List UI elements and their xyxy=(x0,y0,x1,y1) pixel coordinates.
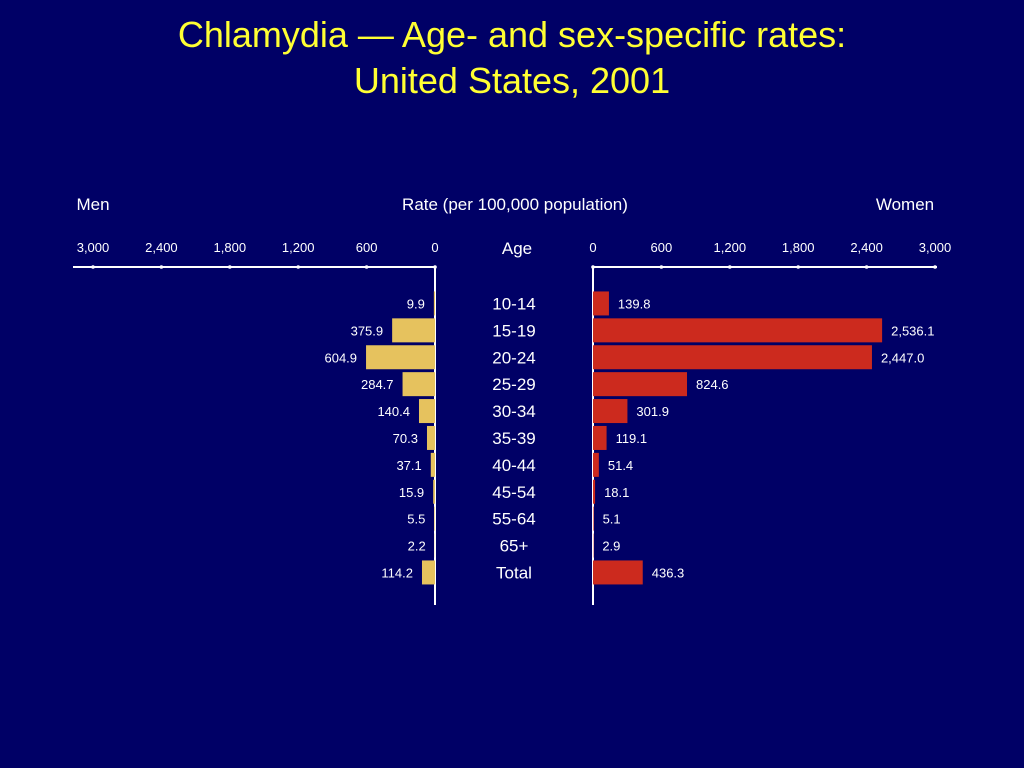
men-bar xyxy=(366,345,435,370)
men-bar xyxy=(421,560,435,585)
men-bar xyxy=(402,372,435,397)
women-value-label: 2.9 xyxy=(602,539,620,554)
men-value-label: 140.4 xyxy=(377,404,410,419)
age-label: 55-64 xyxy=(492,510,535,529)
age-label: 20-24 xyxy=(492,348,535,367)
age-label: 40-44 xyxy=(492,456,535,475)
men-value-label: 37.1 xyxy=(396,458,421,473)
men-bar xyxy=(430,452,435,477)
age-label: 10-14 xyxy=(492,294,535,313)
men-value-label: 5.5 xyxy=(407,512,425,527)
men-value-label: 284.7 xyxy=(361,377,394,392)
right-tick-mark xyxy=(796,265,800,269)
women-value-label: 139.8 xyxy=(618,296,651,311)
men-bar xyxy=(418,399,435,424)
men-value-label: 375.9 xyxy=(351,323,384,338)
left-tick-mark xyxy=(433,265,437,269)
age-label: 65+ xyxy=(500,537,529,556)
left-tick-mark xyxy=(91,265,95,269)
men-label: Men xyxy=(76,195,109,214)
right-tick-mark xyxy=(933,265,937,269)
women-value-label: 5.1 xyxy=(603,512,621,527)
men-value-label: 604.9 xyxy=(324,350,357,365)
left-tick-label: 2,400 xyxy=(145,240,178,255)
rate-axis-label: Rate (per 100,000 population) xyxy=(402,195,628,214)
women-value-label: 824.6 xyxy=(696,377,729,392)
men-value-label: 9.9 xyxy=(407,296,425,311)
left-tick-label: 1,200 xyxy=(282,240,315,255)
left-tick-mark xyxy=(159,265,164,269)
men-value-label: 114.2 xyxy=(381,565,413,580)
right-tick-label: 1,200 xyxy=(714,240,747,255)
women-value-label: 18.1 xyxy=(604,485,629,500)
right-tick-label: 2,400 xyxy=(850,240,883,255)
left-tick-label: 1,800 xyxy=(214,240,247,255)
right-tick-label: 0 xyxy=(589,240,596,255)
women-bar xyxy=(593,372,688,397)
women-bar xyxy=(593,291,609,316)
age-label: 45-54 xyxy=(492,483,535,502)
age-label: 30-34 xyxy=(492,402,535,421)
chart-title: Chlamydia — Age- and sex-specific rates:… xyxy=(0,12,1024,104)
men-value-label: 70.3 xyxy=(393,431,418,446)
women-value-label: 301.9 xyxy=(636,404,669,419)
women-bar xyxy=(593,425,607,450)
title-line-2: United States, 2001 xyxy=(353,60,671,101)
men-bar xyxy=(434,506,435,531)
age-label: 15-19 xyxy=(492,321,535,340)
right-tick-mark xyxy=(728,265,732,269)
women-bar xyxy=(593,318,883,343)
women-value-label: 2,536.1 xyxy=(891,323,934,338)
age-label: 25-29 xyxy=(492,375,535,394)
right-tick-mark xyxy=(659,265,664,269)
right-tick-label: 1,800 xyxy=(782,240,815,255)
men-bar xyxy=(433,291,435,316)
left-tick-label: 3,000 xyxy=(77,240,110,255)
age-label: 35-39 xyxy=(492,429,535,448)
women-bar xyxy=(593,345,872,370)
right-tick-mark xyxy=(591,265,595,269)
women-bar xyxy=(593,452,599,477)
age-label: Total xyxy=(496,563,532,582)
left-tick-label: 0 xyxy=(431,240,438,255)
women-value-label: 51.4 xyxy=(608,458,633,473)
right-tick-label: 600 xyxy=(651,240,673,255)
men-bar xyxy=(433,479,435,504)
left-tick-mark xyxy=(296,265,301,269)
women-bar xyxy=(593,399,628,424)
men-value-label: 2.2 xyxy=(408,539,426,554)
women-value-label: 119.1 xyxy=(616,431,648,446)
women-bar xyxy=(593,560,643,585)
left-tick-mark xyxy=(228,265,232,269)
women-value-label: 2,447.0 xyxy=(881,350,924,365)
right-tick-mark xyxy=(864,265,869,269)
men-bar xyxy=(392,318,435,343)
left-tick-label: 600 xyxy=(356,240,378,255)
left-tick-mark xyxy=(364,265,369,269)
women-bar xyxy=(593,479,596,504)
women-bar xyxy=(593,506,594,531)
women-value-label: 436.3 xyxy=(652,565,685,580)
men-value-label: 15.9 xyxy=(399,485,424,500)
right-tick-label: 3,000 xyxy=(919,240,952,255)
age-header: Age xyxy=(502,239,532,258)
title-line-1: Chlamydia — Age- and sex-specific rates: xyxy=(177,14,847,55)
women-label: Women xyxy=(876,195,934,214)
men-bar xyxy=(426,425,435,450)
